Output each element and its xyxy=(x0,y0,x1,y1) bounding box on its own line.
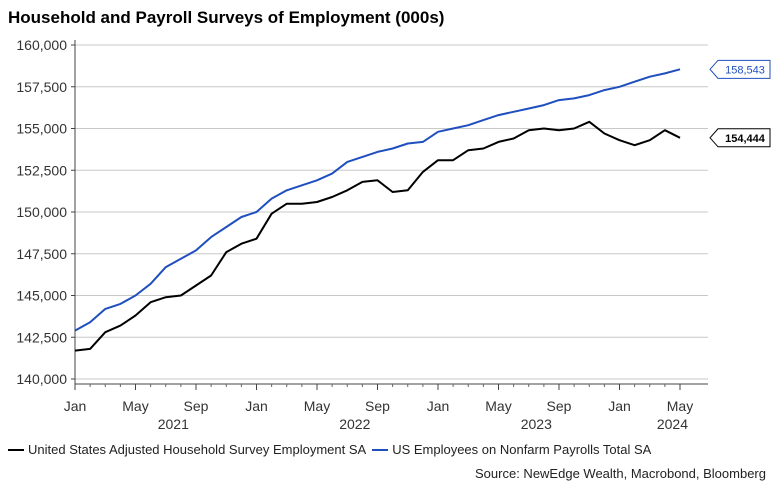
legend-swatch-household xyxy=(8,448,24,451)
y-tick-label: 150,000 xyxy=(16,204,67,220)
y-tick-label: 157,500 xyxy=(16,79,67,95)
payrolls-series-line xyxy=(74,68,681,332)
source-note: Source: NewEdge Wealth, Macrobond, Bloom… xyxy=(475,466,766,481)
y-tick-label: 147,500 xyxy=(16,246,67,262)
household-last-value-box xyxy=(709,128,771,148)
legend-label-payrolls: US Employees on Nonfarm Payrolls Total S… xyxy=(392,442,652,457)
household-last-value-label: 154,444 xyxy=(725,133,766,145)
payrolls-last-value-box xyxy=(709,59,771,79)
y-tick-label: 160,000 xyxy=(16,37,67,53)
year-labels: 2021 2022 2023 2024 xyxy=(158,416,688,432)
x-tick-label: May xyxy=(304,398,330,414)
y-tick-label: 155,000 xyxy=(16,121,67,137)
x-tick-label: Sep xyxy=(184,398,209,414)
x-tick-label: Sep xyxy=(365,398,390,414)
legend-label-household: United States Adjusted Household Survey … xyxy=(28,442,367,457)
year-label: 2023 xyxy=(521,416,552,432)
x-axis-ticks: Jan May Sep Jan May Sep Jan May Sep Jan May xyxy=(64,384,693,414)
y-axis-ticks: 140,000 142,500 145,000 147,500 150,000 152,5… xyxy=(16,37,75,387)
y-tick-label: 140,000 xyxy=(16,371,67,387)
x-tick-label: Jan xyxy=(64,398,87,414)
year-label: 2022 xyxy=(339,416,370,432)
legend-swatch-payrolls xyxy=(372,448,389,451)
year-label: 2021 xyxy=(158,416,189,432)
legend: United States Adjusted Household Survey … xyxy=(8,442,657,457)
x-tick-label: May xyxy=(485,398,511,414)
grid-lines xyxy=(75,44,708,380)
x-tick-label: Jan xyxy=(427,398,450,414)
chart-title: Household and Payroll Surveys of Employm… xyxy=(8,8,445,27)
y-tick-label: 152,500 xyxy=(16,162,67,178)
year-label: 2024 xyxy=(657,416,688,432)
payrolls-last-value-label: 158,543 xyxy=(725,64,765,76)
x-tick-label: Jan xyxy=(245,398,268,414)
x-tick-label: Sep xyxy=(547,398,572,414)
x-tick-label: May xyxy=(122,398,148,414)
legend-item-household: United States Adjusted Household Survey … xyxy=(8,442,366,457)
y-tick-label: 145,000 xyxy=(16,288,67,304)
series-lines xyxy=(74,68,681,352)
household-series-line xyxy=(74,120,681,352)
legend-item-payrolls: US Employees on Nonfarm Payrolls Total S… xyxy=(372,442,651,457)
x-tick-label: May xyxy=(667,398,693,414)
y-tick-label: 142,500 xyxy=(16,329,67,345)
x-tick-label: Jan xyxy=(608,398,631,414)
last-value-labels: 154,444 158,543 xyxy=(709,59,771,148)
